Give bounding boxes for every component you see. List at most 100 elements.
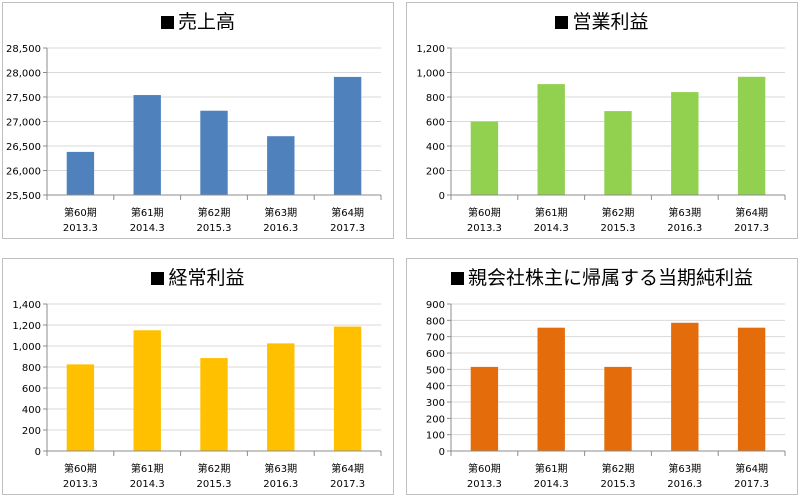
bar <box>333 76 362 195</box>
square-bullet-icon <box>151 272 165 285</box>
x-tick-sublabel: 2013.3 <box>467 479 502 490</box>
chart-title: 親会社株主に帰属する当期純利益 <box>467 267 753 289</box>
x-tick-label: 第61期 <box>131 462 164 475</box>
bar-chart-operating-profit: 0 200 400 600 800 1,000 1,200 第60期 2013.3 第61期 201… <box>416 44 786 234</box>
bar-chart-net-income: 0 100 200 300 400 500 600 700 800 900 第60期 2013.3 第6… <box>426 300 786 490</box>
x-tick-sublabel: 2017.3 <box>734 479 769 490</box>
y-tick-label: 28,500 <box>6 44 41 55</box>
x-tick-label: 第63期 <box>668 462 701 475</box>
square-bullet-icon <box>160 16 174 29</box>
y-tick-label: 200 <box>426 167 445 178</box>
x-tick-sublabel: 2017.3 <box>330 479 365 490</box>
bar <box>66 151 95 195</box>
chart-panel-sales: 売上高 25,500 26,000 26,500 27,000 27,500 28,000… <box>2 2 394 239</box>
x-tick-label: 第63期 <box>264 206 297 219</box>
y-tick-label: 1,200 <box>12 321 41 332</box>
x-tick-sublabel: 2017.3 <box>734 223 769 234</box>
y-tick-label: 25,500 <box>6 191 41 202</box>
y-tick-label: 800 <box>426 93 445 104</box>
bar <box>470 121 499 195</box>
y-tick-label: 600 <box>426 349 445 360</box>
bar <box>333 326 362 451</box>
y-tick-label: 400 <box>22 405 41 416</box>
x-tick-sublabel: 2015.3 <box>601 223 636 234</box>
chart-title: 売上高 <box>177 11 235 33</box>
y-tick-label: 400 <box>426 382 445 393</box>
x-tick-label: 第64期 <box>735 462 768 475</box>
y-tick-label: 1,400 <box>12 300 41 311</box>
chart-panel-operating-profit: 営業利益 0 200 400 600 800 1,000 1,200 第60期 2013.3 第6… <box>406 2 798 239</box>
x-tick-sublabel: 2016.3 <box>263 223 298 234</box>
x-tick-sublabel: 2013.3 <box>63 223 98 234</box>
chart-title-row: 親会社株主に帰属する当期純利益 <box>407 263 797 293</box>
bar <box>267 343 295 451</box>
x-tick-sublabel: 2017.3 <box>330 223 365 234</box>
x-tick-label: 第62期 <box>602 206 635 219</box>
bar <box>267 136 295 195</box>
y-tick-label: 27,000 <box>6 118 41 129</box>
y-tick-label: 900 <box>426 300 445 311</box>
x-tick-sublabel: 2014.3 <box>130 223 165 234</box>
x-tick-label: 第60期 <box>64 206 97 219</box>
x-tick-label: 第63期 <box>264 462 297 475</box>
y-tick-label: 800 <box>426 316 445 327</box>
y-tick-label: 800 <box>22 363 41 374</box>
x-tick-label: 第63期 <box>668 206 701 219</box>
x-tick-label: 第64期 <box>735 206 768 219</box>
chart-title: 営業利益 <box>572 11 649 33</box>
x-tick-sublabel: 2013.3 <box>467 223 502 234</box>
y-tick-label: 700 <box>426 333 445 344</box>
y-tick-label: 0 <box>439 191 445 202</box>
y-tick-label: 1,200 <box>416 44 445 55</box>
y-tick-label: 1,000 <box>12 342 41 353</box>
chart-title-row: 売上高 <box>3 7 393 37</box>
bar <box>537 327 565 451</box>
bar <box>737 76 766 195</box>
x-tick-sublabel: 2014.3 <box>534 223 569 234</box>
x-tick-sublabel: 2013.3 <box>63 479 98 490</box>
y-tick-label: 28,000 <box>6 69 41 80</box>
y-tick-label: 27,500 <box>6 93 41 104</box>
bar <box>737 327 766 451</box>
x-tick-label: 第60期 <box>468 462 501 475</box>
y-tick-label: 26,000 <box>6 167 41 178</box>
y-tick-label: 26,500 <box>6 142 41 153</box>
x-tick-sublabel: 2015.3 <box>601 479 636 490</box>
x-tick-label: 第64期 <box>331 206 364 219</box>
x-tick-sublabel: 2015.3 <box>197 479 232 490</box>
x-tick-sublabel: 2016.3 <box>667 223 702 234</box>
y-tick-label: 200 <box>22 426 41 437</box>
y-tick-label: 600 <box>426 118 445 129</box>
y-tick-label: 0 <box>35 447 41 458</box>
x-tick-label: 第62期 <box>198 206 231 219</box>
bar <box>537 84 565 195</box>
x-tick-label: 第64期 <box>331 462 364 475</box>
bar-chart-sales: 25,500 26,000 26,500 27,000 27,500 28,000 28,5… <box>6 44 382 234</box>
square-bullet-icon <box>555 16 569 29</box>
y-tick-label: 600 <box>22 384 41 395</box>
chart-title: 経常利益 <box>168 267 245 289</box>
bar <box>133 330 161 451</box>
chart-title-row: 営業利益 <box>407 7 797 37</box>
x-tick-label: 第60期 <box>64 462 97 475</box>
bar <box>604 366 632 451</box>
bar <box>200 110 228 195</box>
x-tick-sublabel: 2014.3 <box>130 479 165 490</box>
x-tick-sublabel: 2016.3 <box>263 479 298 490</box>
y-tick-label: 0 <box>439 447 445 458</box>
y-tick-label: 1,000 <box>416 69 445 80</box>
x-tick-label: 第61期 <box>535 462 568 475</box>
bar <box>133 95 161 195</box>
x-tick-label: 第62期 <box>198 462 231 475</box>
y-tick-label: 400 <box>426 142 445 153</box>
bar-chart-ordinary-profit: 0 200 400 600 800 1,000 1,200 1,400 第60期 2013.3 第6… <box>12 300 382 490</box>
chart-title-row: 経常利益 <box>3 263 393 293</box>
x-tick-label: 第61期 <box>535 206 568 219</box>
x-tick-label: 第62期 <box>602 462 635 475</box>
bar <box>470 366 499 451</box>
bar <box>671 92 699 195</box>
bar <box>671 322 699 451</box>
bar <box>604 111 632 195</box>
x-tick-sublabel: 2015.3 <box>197 223 232 234</box>
y-tick-label: 500 <box>426 365 445 376</box>
